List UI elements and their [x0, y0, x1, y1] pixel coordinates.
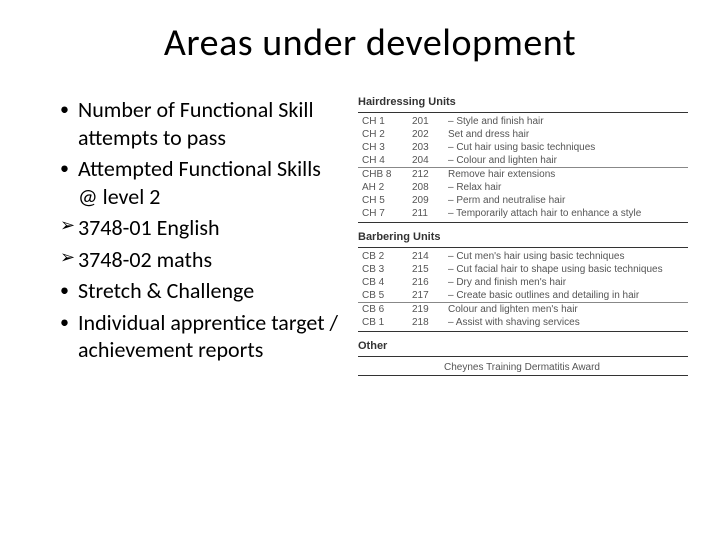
dot-marker: •: [60, 279, 78, 302]
bullet-text: 3748-01 English: [78, 214, 340, 242]
unit-code: CB 1: [358, 316, 408, 329]
unit-number: 217: [408, 289, 444, 303]
bullet-item: •Attempted Functional Skills @ level 2: [60, 155, 340, 210]
unit-number: 203: [408, 141, 444, 154]
unit-code: CH 4: [358, 154, 408, 168]
unit-number: 219: [408, 303, 444, 316]
unit-number: 209: [408, 194, 444, 207]
dot-marker: •: [60, 98, 78, 121]
unit-code: AH 2: [358, 181, 408, 194]
unit-desc: – Cut facial hair to shape using basic t…: [444, 263, 688, 276]
unit-desc: – Create basic outlines and detailing in…: [444, 289, 688, 303]
bullet-list: •Number of Functional Skill attempts to …: [60, 96, 340, 376]
units-table: CH 1201– Style and finish hairCH 2202Set…: [358, 115, 688, 220]
unit-desc: Remove hair extensions: [444, 168, 688, 181]
bullet-text: Attempted Functional Skills @ level 2: [78, 155, 340, 210]
bullet-item: ➢3748-01 English: [60, 214, 340, 242]
table-row: AH 2208– Relax hair: [358, 181, 688, 194]
unit-number: 214: [408, 250, 444, 263]
unit-code: CB 4: [358, 276, 408, 289]
unit-code: CH 1: [358, 115, 408, 128]
table-row: CH 2202Set and dress hair: [358, 128, 688, 141]
unit-code: CB 6: [358, 303, 408, 316]
unit-code: CB 3: [358, 263, 408, 276]
unit-number: 215: [408, 263, 444, 276]
bullet-item: ➢3748-02 maths: [60, 246, 340, 274]
units-table: CB 2214– Cut men's hair using basic tech…: [358, 250, 688, 329]
units-column: Hairdressing Units CH 1201– Style and fin…: [358, 96, 688, 376]
unit-code: CH 3: [358, 141, 408, 154]
other-wrap: Cheynes Training Dermatitis Award: [358, 356, 688, 376]
unit-desc: – Colour and lighten hair: [444, 154, 688, 168]
bullet-text: Number of Functional Skill attempts to p…: [78, 96, 340, 151]
arrow-marker: ➢: [60, 214, 78, 237]
dot-marker: •: [60, 311, 78, 334]
arrow-marker: ➢: [60, 246, 78, 269]
table-row: CB 1218– Assist with shaving services: [358, 316, 688, 329]
unit-code: CH 2: [358, 128, 408, 141]
unit-number: 216: [408, 276, 444, 289]
unit-code: CB 5: [358, 289, 408, 303]
table-row: CB 4216– Dry and finish men's hair: [358, 276, 688, 289]
unit-code: CB 2: [358, 250, 408, 263]
slide-container: Areas under development •Number of Funct…: [0, 0, 720, 396]
unit-desc: – Dry and finish men's hair: [444, 276, 688, 289]
unit-desc: Colour and lighten men's hair: [444, 303, 688, 316]
unit-number: 204: [408, 154, 444, 168]
page-title: Areas under development: [60, 20, 680, 66]
unit-code: CH 7: [358, 207, 408, 220]
unit-code: CH 5: [358, 194, 408, 207]
unit-number: 208: [408, 181, 444, 194]
table-row: CB 2214– Cut men's hair using basic tech…: [358, 250, 688, 263]
table-row: CH 5209– Perm and neutralise hair: [358, 194, 688, 207]
unit-desc: Set and dress hair: [444, 128, 688, 141]
section-table-wrap: CB 2214– Cut men's hair using basic tech…: [358, 247, 688, 332]
unit-number: 202: [408, 128, 444, 141]
table-row: CH 3203– Cut hair using basic techniques: [358, 141, 688, 154]
unit-desc: – Assist with shaving services: [444, 316, 688, 329]
bullet-text: Stretch & Challenge: [78, 277, 340, 305]
bullet-item: •Stretch & Challenge: [60, 277, 340, 305]
unit-desc: – Perm and neutralise hair: [444, 194, 688, 207]
unit-code: CHB 8: [358, 168, 408, 181]
table-row: CB 6219Colour and lighten men's hair: [358, 303, 688, 316]
table-row: CB 3215– Cut facial hair to shape using …: [358, 263, 688, 276]
unit-number: 212: [408, 168, 444, 181]
section-heading: Other: [358, 340, 688, 352]
unit-desc: – Cut hair using basic techniques: [444, 141, 688, 154]
bullet-text: Individual apprentice target / achieveme…: [78, 309, 340, 364]
unit-desc: – Style and finish hair: [444, 115, 688, 128]
unit-desc: – Cut men's hair using basic techniques: [444, 250, 688, 263]
unit-desc: – Temporarily attach hair to enhance a s…: [444, 207, 688, 220]
unit-number: 218: [408, 316, 444, 329]
table-row: CB 5217– Create basic outlines and detai…: [358, 289, 688, 303]
unit-number: 201: [408, 115, 444, 128]
dot-marker: •: [60, 157, 78, 180]
bullet-item: •Individual apprentice target / achievem…: [60, 309, 340, 364]
table-row: CH 4204– Colour and lighten hair: [358, 154, 688, 168]
other-text: Cheynes Training Dermatitis Award: [358, 362, 688, 373]
table-row: CH 7211– Temporarily attach hair to enha…: [358, 207, 688, 220]
table-row: CH 1201– Style and finish hair: [358, 115, 688, 128]
unit-number: 211: [408, 207, 444, 220]
section-table-wrap: CH 1201– Style and finish hairCH 2202Set…: [358, 112, 688, 223]
bullet-item: •Number of Functional Skill attempts to …: [60, 96, 340, 151]
content-row: •Number of Functional Skill attempts to …: [60, 96, 680, 376]
table-row: CHB 8212Remove hair extensions: [358, 168, 688, 181]
section-heading: Barbering Units: [358, 231, 688, 243]
section-heading: Hairdressing Units: [358, 96, 688, 108]
unit-desc: – Relax hair: [444, 181, 688, 194]
bullet-text: 3748-02 maths: [78, 246, 340, 274]
